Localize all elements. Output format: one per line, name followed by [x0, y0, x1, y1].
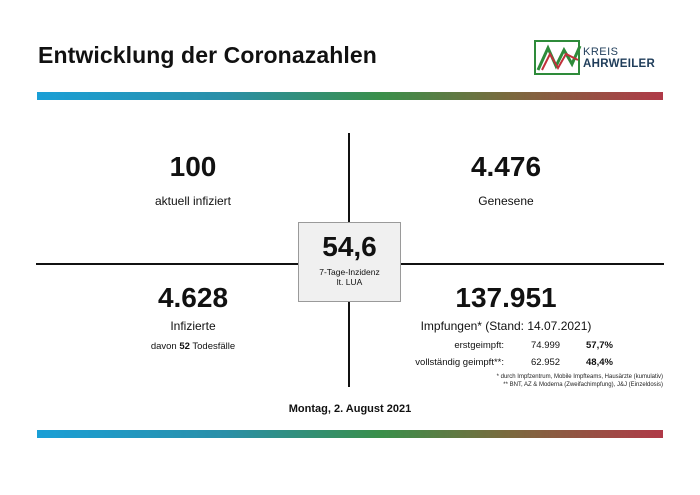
recovered-value: 4.476 [470, 151, 542, 182]
logo-text: KREIS AHRWEILER [583, 46, 655, 70]
fully-vaccinated-percent: 48,4% [586, 357, 613, 368]
footnote-2: ** BNT, AZ & Moderna (Zweifachimpfung), … [503, 382, 663, 388]
infected-total-label: Infizierte [170, 319, 216, 333]
incidence-box: 54,6 7-Tage-Inzidenz lt. LUA [298, 222, 401, 302]
infected-total-block: 4.628 Infizierte davon 52 Todesfälle [93, 283, 293, 353]
vaccinations-value: 137.951 [455, 282, 557, 313]
page-title: Entwicklung der Coronazahlen [38, 42, 377, 68]
fully-vaccinated-label: vollständig geimpft**: [415, 357, 504, 368]
recovered-label: Genesene [478, 194, 534, 208]
first-vaccinated-count: 74.999 [531, 340, 561, 351]
logo-line1: KREIS [583, 46, 619, 58]
kreis-ahrweiler-logo: KREIS AHRWEILER [534, 40, 664, 78]
incidence-label: 7-Tage-Inzidenz [319, 267, 380, 277]
current-infected-value: 100 [169, 151, 217, 182]
report-date: Montag, 2. August 2021 [288, 403, 412, 415]
deaths-line: davon 52 Todesfälle [93, 341, 293, 353]
fully-vaccinated-count: 62.952 [531, 357, 561, 368]
first-vaccinated-percent: 57,7% [586, 340, 613, 351]
current-infected-block: 100 aktuell infiziert [93, 151, 293, 209]
deaths-suffix: Todesfälle [189, 341, 236, 352]
logo-line2: AHRWEILER [583, 58, 656, 70]
deaths-count: 52 [179, 341, 190, 352]
infected-total-value: 4.628 [157, 282, 229, 313]
logo-mark-icon [534, 40, 582, 75]
footnote-1: * durch Impfzentrum, Mobile Impfteams, H… [496, 374, 663, 380]
first-vaccinated-label: erstgeimpft: [454, 340, 504, 351]
incidence-source: lt. LUA [336, 277, 363, 287]
current-infected-label: aktuell infiziert [154, 194, 232, 208]
top-gradient-bar [37, 92, 663, 100]
recovered-block: 4.476 Genesene [406, 151, 606, 209]
vaccinations-label: Impfungen* (Stand: 14.07.2021) [420, 319, 592, 333]
vaccinations-block: 137.951 Impfungen* (Stand: 14.07.2021) [406, 282, 606, 334]
deaths-prefix: davon [150, 341, 180, 352]
incidence-value: 54,6 [322, 231, 377, 262]
bottom-gradient-bar [37, 430, 663, 438]
